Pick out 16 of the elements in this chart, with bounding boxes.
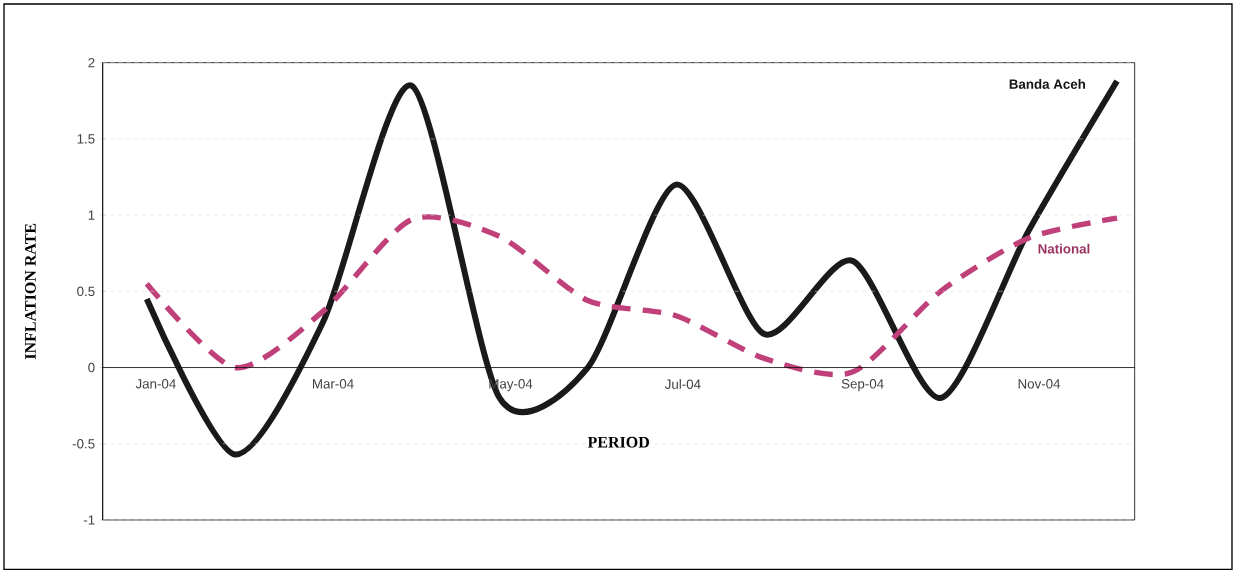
y-axis-title: INFLATION RATE <box>25 223 36 359</box>
y-tick-label: -0.5 <box>72 438 95 449</box>
x-tick-label: Nov-04 <box>1018 378 1061 389</box>
x-axis-title: PERIOD <box>587 436 649 448</box>
y-tick-label: 1.5 <box>77 134 95 144</box>
x-tick-label: Jul-04 <box>664 378 701 389</box>
y-tick-label: -1 <box>83 515 95 525</box>
series-label: Banda Aceh <box>1009 78 1086 89</box>
y-tick-label: 0 <box>88 362 95 373</box>
x-tick-label: Jan-04 <box>135 378 176 389</box>
series-label: National <box>1038 243 1090 254</box>
x-tick-label: Sep-04 <box>841 378 884 392</box>
y-tick-label: 0.5 <box>77 286 95 296</box>
y-tick-label: 2 <box>88 57 95 68</box>
x-tick-label: Mar-04 <box>312 378 354 389</box>
y-tick-label: 1 <box>88 210 95 220</box>
